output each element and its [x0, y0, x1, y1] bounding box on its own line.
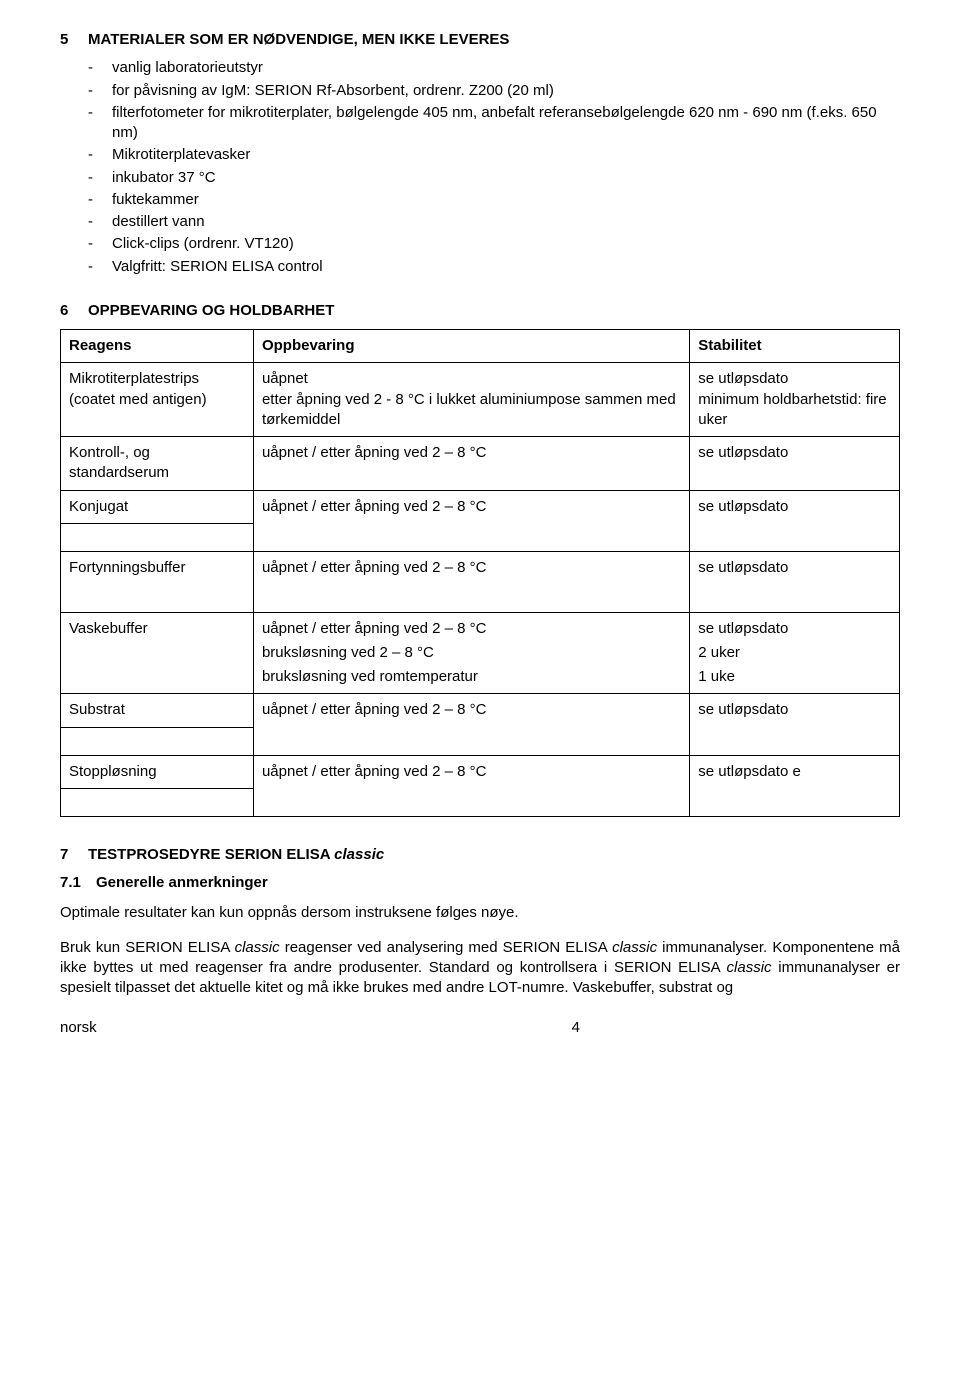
- list-item: -inkubator 37 °C: [88, 168, 900, 188]
- dash-icon: -: [88, 234, 112, 254]
- dash-icon: -: [88, 190, 112, 210]
- dash-icon: -: [88, 58, 112, 78]
- list-item: -Click-clips (ordrenr. VT120): [88, 234, 900, 254]
- cell-reagens: Vaskebuffer: [61, 612, 254, 694]
- table-row: Stoppløsning uåpnet / etter åpning ved 2…: [61, 755, 900, 788]
- spacer-row: [61, 584, 900, 612]
- cell-stabilitet: se utløpsdato: [690, 490, 900, 523]
- cell-reagens: Fortynningsbuffer: [61, 551, 254, 584]
- list-item: -vanlig laboratorieutstyr: [88, 58, 900, 78]
- cell-line: uåpnet: [262, 369, 681, 389]
- list-item-text: fuktekammer: [112, 190, 199, 210]
- col-oppbevaring: Oppbevaring: [253, 330, 689, 363]
- list-item-text: Valgfritt: SERION ELISA control: [112, 257, 323, 277]
- cell-stabilitet: se utløpsdato: [690, 437, 900, 491]
- list-item-text: vanlig laboratorieutstyr: [112, 58, 263, 78]
- section7-1-heading: 7.1 Generelle anmerkninger: [60, 873, 900, 893]
- cell-oppbevaring: uåpnet / etter åpning ved 2 – 8 °C bruks…: [253, 612, 689, 694]
- dash-icon: -: [88, 257, 112, 277]
- list-item-text: destillert vann: [112, 212, 205, 232]
- cell-stabilitet: se utløpsdato e: [690, 755, 900, 788]
- section6-num: 6: [60, 301, 88, 321]
- table-row: Mikrotiterplatestrips (coatet med antige…: [61, 363, 900, 437]
- list-item-text: inkubator 37 °C: [112, 168, 216, 188]
- list-item: -for påvisning av IgM: SERION Rf-Absorbe…: [88, 81, 900, 101]
- spacer-row: [61, 727, 900, 755]
- footer-language: norsk: [60, 1018, 97, 1038]
- cell-line: uåpnet / etter åpning ved 2 – 8 °C: [262, 619, 681, 639]
- list-item-text: for påvisning av IgM: SERION Rf-Absorben…: [112, 81, 554, 101]
- cell-oppbevaring: uåpnet / etter åpning ved 2 – 8 °C: [253, 694, 689, 727]
- section6-heading: 6 OPPBEVARING OG HOLDBARHET: [60, 301, 900, 321]
- cell-oppbevaring: uåpnet / etter åpning ved 2 – 8 °C: [253, 437, 689, 491]
- section7-1-title: Generelle anmerkninger: [96, 873, 268, 893]
- list-item-text: filterfotometer for mikrotiterplater, bø…: [112, 103, 900, 144]
- section5-list: -vanlig laboratorieutstyr -for påvisning…: [88, 58, 900, 277]
- section7-title-text: TESTPROSEDYRE SERION ELISA: [88, 846, 334, 863]
- section7-title-italic: classic: [334, 846, 384, 863]
- list-item: -Valgfritt: SERION ELISA control: [88, 257, 900, 277]
- section7-p2: Bruk kun SERION ELISA classic reagenser …: [60, 938, 900, 999]
- spacer-row: [61, 523, 900, 551]
- list-item: -filterfotometer for mikrotiterplater, b…: [88, 103, 900, 144]
- section5-num: 5: [60, 30, 88, 50]
- list-item: -Mikrotiterplatevasker: [88, 145, 900, 165]
- section6-title: OPPBEVARING OG HOLDBARHET: [88, 301, 334, 321]
- cell-stabilitet: se utløpsdato 2 uker 1 uke: [690, 612, 900, 694]
- table-row: Vaskebuffer uåpnet / etter åpning ved 2 …: [61, 612, 900, 694]
- section5-title: MATERIALER SOM ER NØDVENDIGE, MEN IKKE L…: [88, 30, 509, 50]
- cell-reagens: Kontroll-, og standardserum: [61, 437, 254, 491]
- cell-line: 1 uke: [698, 667, 891, 687]
- cell-line: bruksløsning ved 2 – 8 °C: [262, 643, 681, 663]
- table-row: Fortynningsbuffer uåpnet / etter åpning …: [61, 551, 900, 584]
- cell-line: se utløpsdato: [698, 619, 891, 639]
- section7-heading: 7 TESTPROSEDYRE SERION ELISA classic: [60, 845, 900, 865]
- cell-line: 2 uker: [698, 643, 891, 663]
- table-header-row: Reagens Oppbevaring Stabilitet: [61, 330, 900, 363]
- cell-reagens: Mikrotiterplatestrips (coatet med antige…: [61, 363, 254, 437]
- cell-line: etter åpning ved 2 - 8 °C i lukket alumi…: [262, 390, 681, 431]
- dash-icon: -: [88, 103, 112, 144]
- cell-stabilitet: se utløpsdato minimum holdbarhetstid: fi…: [690, 363, 900, 437]
- cell-oppbevaring: uåpnet / etter åpning ved 2 – 8 °C: [253, 755, 689, 788]
- cell-oppbevaring: uåpnet / etter åpning ved 2 – 8 °C: [253, 551, 689, 584]
- spacer-row: [61, 788, 900, 816]
- cell-oppbevaring: uåpnet / etter åpning ved 2 – 8 °C: [253, 490, 689, 523]
- cell-reagens: Substrat: [61, 694, 254, 727]
- list-item-text: Mikrotiterplatevasker: [112, 145, 250, 165]
- cell-line: bruksløsning ved romtemperatur: [262, 667, 681, 687]
- table-row: Kontroll-, og standardserum uåpnet / ett…: [61, 437, 900, 491]
- section5-heading: 5 MATERIALER SOM ER NØDVENDIGE, MEN IKKE…: [60, 30, 900, 50]
- dash-icon: -: [88, 212, 112, 232]
- cell-stabilitet: se utløpsdato: [690, 694, 900, 727]
- col-stabilitet: Stabilitet: [690, 330, 900, 363]
- cell-reagens: Konjugat: [61, 490, 254, 523]
- reagent-table: Reagens Oppbevaring Stabilitet Mikrotite…: [60, 329, 900, 817]
- cell-oppbevaring: uåpnet etter åpning ved 2 - 8 °C i lukke…: [253, 363, 689, 437]
- col-reagens: Reagens: [61, 330, 254, 363]
- list-item-text: Click-clips (ordrenr. VT120): [112, 234, 294, 254]
- list-item: -destillert vann: [88, 212, 900, 232]
- section7-title: TESTPROSEDYRE SERION ELISA classic: [88, 845, 384, 865]
- cell-line: minimum holdbarhetstid: fire uker: [698, 390, 891, 431]
- page-footer: norsk 4: [60, 1018, 900, 1038]
- dash-icon: -: [88, 81, 112, 101]
- list-item: -fuktekammer: [88, 190, 900, 210]
- dash-icon: -: [88, 145, 112, 165]
- section7-p1: Optimale resultater kan kun oppnås derso…: [60, 903, 900, 923]
- cell-line: se utløpsdato: [698, 369, 891, 389]
- cell-reagens: Stoppløsning: [61, 755, 254, 788]
- footer-page-number: 4: [572, 1018, 580, 1038]
- table-row: Substrat uåpnet / etter åpning ved 2 – 8…: [61, 694, 900, 727]
- section7-num: 7: [60, 845, 88, 865]
- cell-stabilitet: se utløpsdato: [690, 551, 900, 584]
- table-row: Konjugat uåpnet / etter åpning ved 2 – 8…: [61, 490, 900, 523]
- section7-1-num: 7.1: [60, 873, 96, 893]
- dash-icon: -: [88, 168, 112, 188]
